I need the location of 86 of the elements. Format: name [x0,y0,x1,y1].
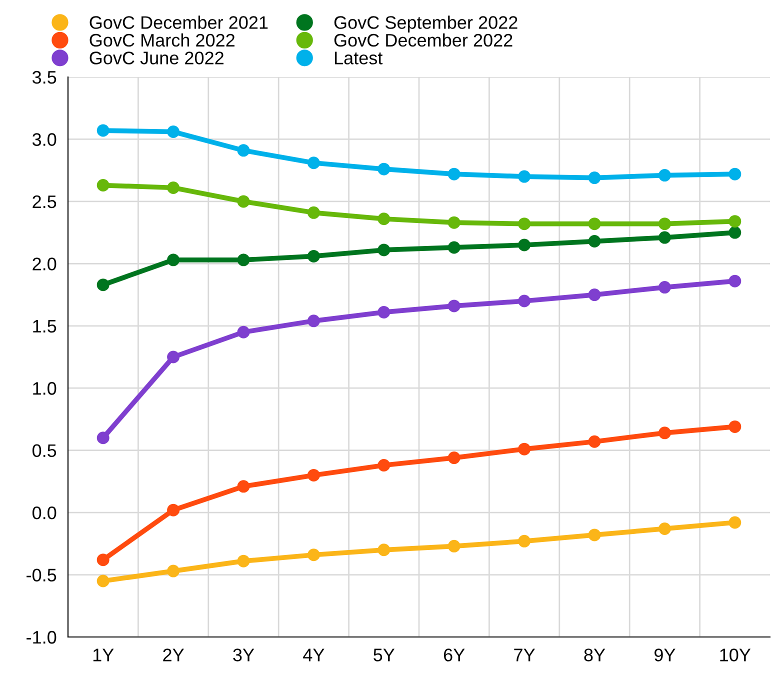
point [307,206,320,219]
point [307,156,320,170]
point [588,235,601,248]
point [307,314,320,328]
point [378,162,390,176]
point [518,442,531,456]
point [96,278,110,292]
y-tick-label: 1.0 [33,382,56,395]
point [448,540,460,552]
x-tick-label: 2Y [163,648,184,662]
point [658,426,671,440]
point [378,212,390,226]
y-tick-label: 3.0 [32,133,56,146]
x-tick-label: 4Y [303,648,324,662]
point [167,564,180,578]
point [728,516,742,529]
point [237,254,250,266]
point [728,215,742,228]
x-tick-label: 3Y [233,648,254,662]
point [518,218,531,230]
legend-label: Latest [334,52,383,64]
point [237,144,250,157]
point [448,452,460,464]
point [96,574,110,588]
legend-label: GovC September 2022 [334,16,518,33]
point [518,170,531,183]
x-tick-label: 10Y [720,648,751,662]
legend-label: GovC June 2022 [90,52,224,64]
x-tick-label: 8Y [584,648,606,662]
point [96,179,110,192]
point [658,281,671,294]
point [307,250,320,262]
point [518,534,531,548]
point [167,254,180,266]
point [448,216,460,229]
y-tick-label: 2.5 [32,195,56,208]
y-tick-label: 0.0 [32,506,56,520]
point [237,195,250,208]
point [448,241,460,254]
x-tick-label: 7Y [514,648,535,662]
point [448,300,460,312]
point [658,169,671,182]
point [588,435,601,448]
point [728,226,742,239]
legend-label: GovC December 2022 [334,33,512,47]
y-tick-label: 1.5 [33,320,56,333]
point [167,126,180,138]
point [588,172,601,184]
point [378,306,390,318]
point [96,554,110,566]
x-tick-label: 9Y [654,648,676,662]
x-tick-label: 5Y [374,648,395,662]
point [307,548,320,562]
point [728,420,742,433]
point [728,168,742,180]
legend-label: GovC March 2022 [90,33,234,47]
point [167,182,180,194]
point [167,504,180,516]
point [96,124,110,137]
point [378,459,390,472]
point [588,218,601,230]
y-tick-label: 2.0 [32,258,56,270]
point [237,326,250,338]
point [96,432,110,444]
point [588,528,601,542]
point [518,238,531,252]
point [658,218,671,230]
point [658,231,671,244]
point [448,168,460,180]
point [518,294,531,308]
point [237,480,250,493]
y-tick-label: -1.0 [26,630,56,644]
point [237,554,250,568]
legend-label: GovC December 2021 [90,16,268,29]
point [378,544,390,556]
x-tick-label: 1Y [93,648,114,662]
point [167,350,180,364]
y-tick-label: 3.5 [32,70,56,84]
point [728,274,742,288]
point [378,244,390,256]
x-tick-label: 6Y [444,648,465,662]
y-tick-label: -0.5 [26,568,56,582]
point [588,288,601,302]
y-tick-label: 0.5 [32,444,56,458]
point [307,468,320,482]
point [658,522,671,535]
